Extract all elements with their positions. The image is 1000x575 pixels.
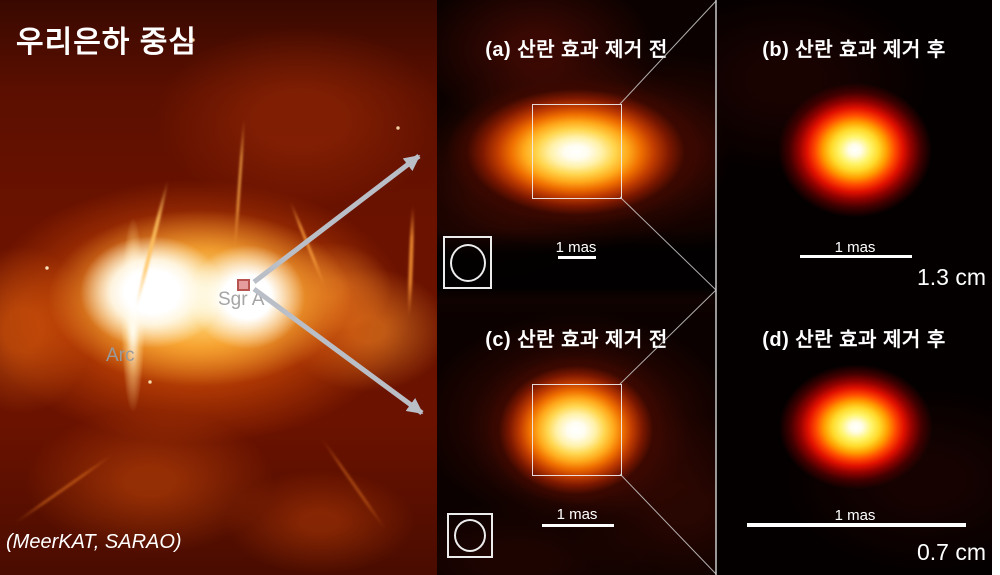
radio-filament: [288, 200, 327, 288]
beam-box-c: [447, 513, 493, 558]
sgr-a-star-image-descattered-1p3cm: [775, 80, 935, 220]
beam-circle-icon: [454, 519, 486, 552]
radio-filament: [320, 437, 387, 531]
radio-filament: [134, 179, 170, 309]
sgr-a-label: Sgr A: [218, 289, 265, 310]
beam-box-a: [443, 236, 492, 289]
scalebar-c: [542, 524, 614, 527]
radio-filament: [12, 452, 115, 526]
radio-filament: [233, 118, 246, 250]
arc-label: Arc: [106, 345, 135, 366]
panel-d-title: (d) 산란 효과 제거 후: [762, 329, 946, 351]
meerkat-galactic-center-image: 우리은하 중심 Sgr A Arc (MeerKAT, SARAO): [0, 0, 437, 575]
scalebar-label-d: 1 mas: [834, 507, 876, 524]
scalebar-b: [800, 255, 912, 258]
scalebar-d: [747, 523, 966, 527]
scalebar-label-a: 1 mas: [555, 239, 597, 256]
beam-circle-icon: [449, 243, 486, 282]
wavelength-label-1p3cm: 1.3 cm: [916, 264, 986, 290]
panel-b-title: (b) 산란 효과 제거 후: [762, 39, 946, 61]
radio-filament: [407, 204, 415, 318]
scalebar-a: [558, 256, 596, 259]
zoom-region-box-a: [532, 104, 622, 199]
panel-c-title: (c) 산란 효과 제거 전: [485, 329, 668, 351]
zoom-region-box-c: [532, 384, 622, 476]
sgr-a-star-image-descattered-0p7cm: [776, 362, 936, 492]
galaxy-title: 우리은하 중심: [16, 26, 197, 59]
image-credit: (MeerKAT, SARAO): [6, 531, 182, 553]
panel-a-title: (a) 산란 효과 제거 전: [485, 39, 668, 61]
scalebar-label-c: 1 mas: [556, 506, 598, 523]
sgr-a-marker: [237, 279, 250, 291]
wavelength-label-0p7cm: 0.7 cm: [916, 539, 986, 565]
scalebar-label-b: 1 mas: [834, 239, 876, 256]
